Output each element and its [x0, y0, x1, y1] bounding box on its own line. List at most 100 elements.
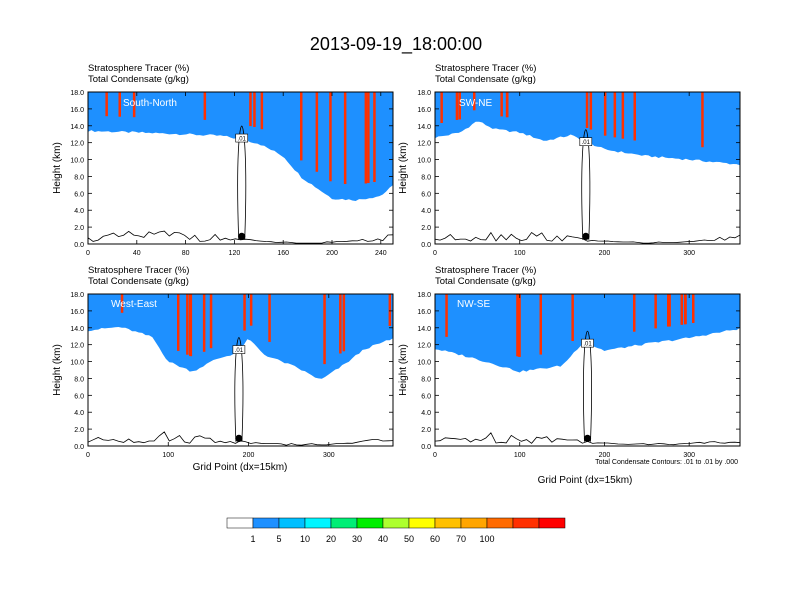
legend-swatch: [356, 517, 384, 529]
axes: 0.0 2.0 4.0 6.0 8.0 10.0 12.0 14.0 16.0 18.0 0 100 2…: [417, 292, 741, 459]
tracer-streak: [300, 92, 303, 161]
x-tick-label: 40: [133, 250, 141, 257]
y-tick-label: 4.0: [421, 410, 431, 417]
tracer-streak: [654, 294, 657, 329]
y-tick-label: 2.0: [74, 427, 84, 434]
y-tick-label: 2.0: [421, 427, 431, 434]
axes: 0.0 2.0 4.0 6.0 8.0 10.0 12.0 14.0 16.0 18.0 0 40 80…: [70, 90, 394, 257]
y-axis-label: Height (km): [398, 344, 409, 396]
tracer-streak: [516, 294, 519, 357]
tracer-streak: [500, 92, 503, 117]
plot-area: .01: [88, 92, 393, 244]
tracer-streak: [342, 294, 346, 352]
contour-label-box: [235, 133, 249, 143]
tracer-streak: [692, 294, 695, 323]
tracer-streak: [473, 92, 476, 111]
tracer-streak: [343, 92, 347, 184]
y-tick-label: 18.0: [417, 90, 431, 97]
condensate-contour: [234, 337, 244, 442]
y-tick-label: 16.0: [70, 309, 84, 316]
y-tick-label: 14.0: [70, 124, 84, 131]
y-tick-label: 14.0: [417, 326, 431, 333]
tracer-streak: [249, 92, 252, 127]
condensate-contour: [581, 129, 591, 240]
tracer-streak: [186, 294, 189, 355]
figure-title: 2013-09-19_18:00:00: [310, 34, 482, 55]
condensate-contour: [583, 330, 592, 442]
tracer-level-band: [435, 92, 740, 166]
tracer-streak: [633, 294, 636, 332]
tracer-streak: [613, 92, 617, 138]
panel-title-line2: Total Condensate (g/kg): [435, 74, 536, 85]
legend-label: 60: [430, 534, 440, 544]
y-tick-label: 12.0: [417, 343, 431, 350]
legend-swatch: [278, 517, 306, 529]
tracer-streak: [458, 92, 461, 120]
tracer-streak: [571, 294, 574, 341]
plot-frame: [434, 91, 741, 245]
y-tick-label: 0.0: [421, 444, 431, 451]
axes: 0.0 2.0 4.0 6.0 8.0 10.0 12.0 14.0 16.0 18.0 0 100 2…: [417, 90, 741, 257]
x-axis-label: Grid Point (dx=15km): [193, 462, 288, 473]
panel-sw-ne: Stratosphere Tracer (%) Total Condensate…: [398, 63, 741, 257]
x-tick-label: 200: [599, 250, 611, 257]
panel-label: NW-SE: [457, 299, 490, 310]
tracer-streak: [445, 294, 448, 337]
x-tick-label: 100: [514, 452, 526, 459]
y-tick-label: 4.0: [74, 410, 84, 417]
y-tick-label: 6.0: [74, 393, 84, 400]
panel-title-line1: Stratosphere Tracer (%): [435, 63, 536, 74]
tracer-streak: [680, 294, 683, 325]
tracer-streak: [539, 294, 542, 355]
y-tick-label: 6.0: [421, 393, 431, 400]
plot-frame: [87, 91, 394, 245]
tracer-streak: [203, 92, 207, 120]
y-tick-label: 14.0: [70, 326, 84, 333]
tracer-streak: [132, 92, 136, 118]
y-tick-label: 4.0: [74, 208, 84, 215]
panel-title-line1: Stratosphere Tracer (%): [88, 265, 189, 276]
legend-label: 1: [250, 534, 255, 544]
tracer-streak: [209, 294, 213, 349]
contour-label-box: [232, 345, 246, 354]
y-tick-label: 16.0: [417, 309, 431, 316]
legend-swatch: [486, 517, 514, 529]
y-tick-label: 16.0: [70, 107, 84, 114]
x-tick-label: 120: [229, 250, 241, 257]
contour-label-box: [579, 137, 593, 147]
contour-label: .01: [583, 342, 592, 348]
y-tick-label: 16.0: [417, 107, 431, 114]
x-tick-label: 0: [86, 250, 90, 257]
x-tick-label: 80: [182, 250, 190, 257]
x-tick-label: 100: [514, 250, 526, 257]
condensate-contour: [88, 431, 393, 446]
y-tick-label: 10.0: [70, 158, 84, 165]
y-tick-label: 0.0: [74, 444, 84, 451]
tracer-streak: [249, 294, 253, 326]
location-marker: [583, 434, 592, 442]
y-tick-label: 10.0: [70, 360, 84, 367]
tracer-streak: [323, 294, 326, 365]
contour-label-box: [581, 338, 594, 348]
tracer-streak: [105, 92, 108, 117]
panel-label: South-North: [123, 98, 177, 109]
y-tick-label: 8.0: [421, 376, 431, 383]
tracer-level-band: [88, 294, 393, 379]
y-tick-label: 0.0: [421, 242, 431, 249]
condensate-contour: [435, 231, 740, 244]
tracer-streak: [329, 92, 332, 182]
y-axis-label: Height (km): [52, 344, 63, 396]
legend-swatch: [252, 517, 280, 529]
panel-title-line2: Total Condensate (g/kg): [88, 74, 189, 85]
legend-swatch: [512, 517, 540, 529]
x-tick-label: 100: [162, 452, 174, 459]
x-tick-label: 200: [326, 250, 338, 257]
tracer-streak: [585, 92, 589, 128]
y-tick-label: 6.0: [74, 191, 84, 198]
tracer-streak: [268, 294, 271, 342]
legend-swatch: [408, 517, 436, 529]
panel-west-east: Stratosphere Tracer (%) Total Condensate…: [52, 265, 394, 473]
legend-label: 20: [326, 534, 336, 544]
contour-label: .01: [238, 137, 247, 143]
